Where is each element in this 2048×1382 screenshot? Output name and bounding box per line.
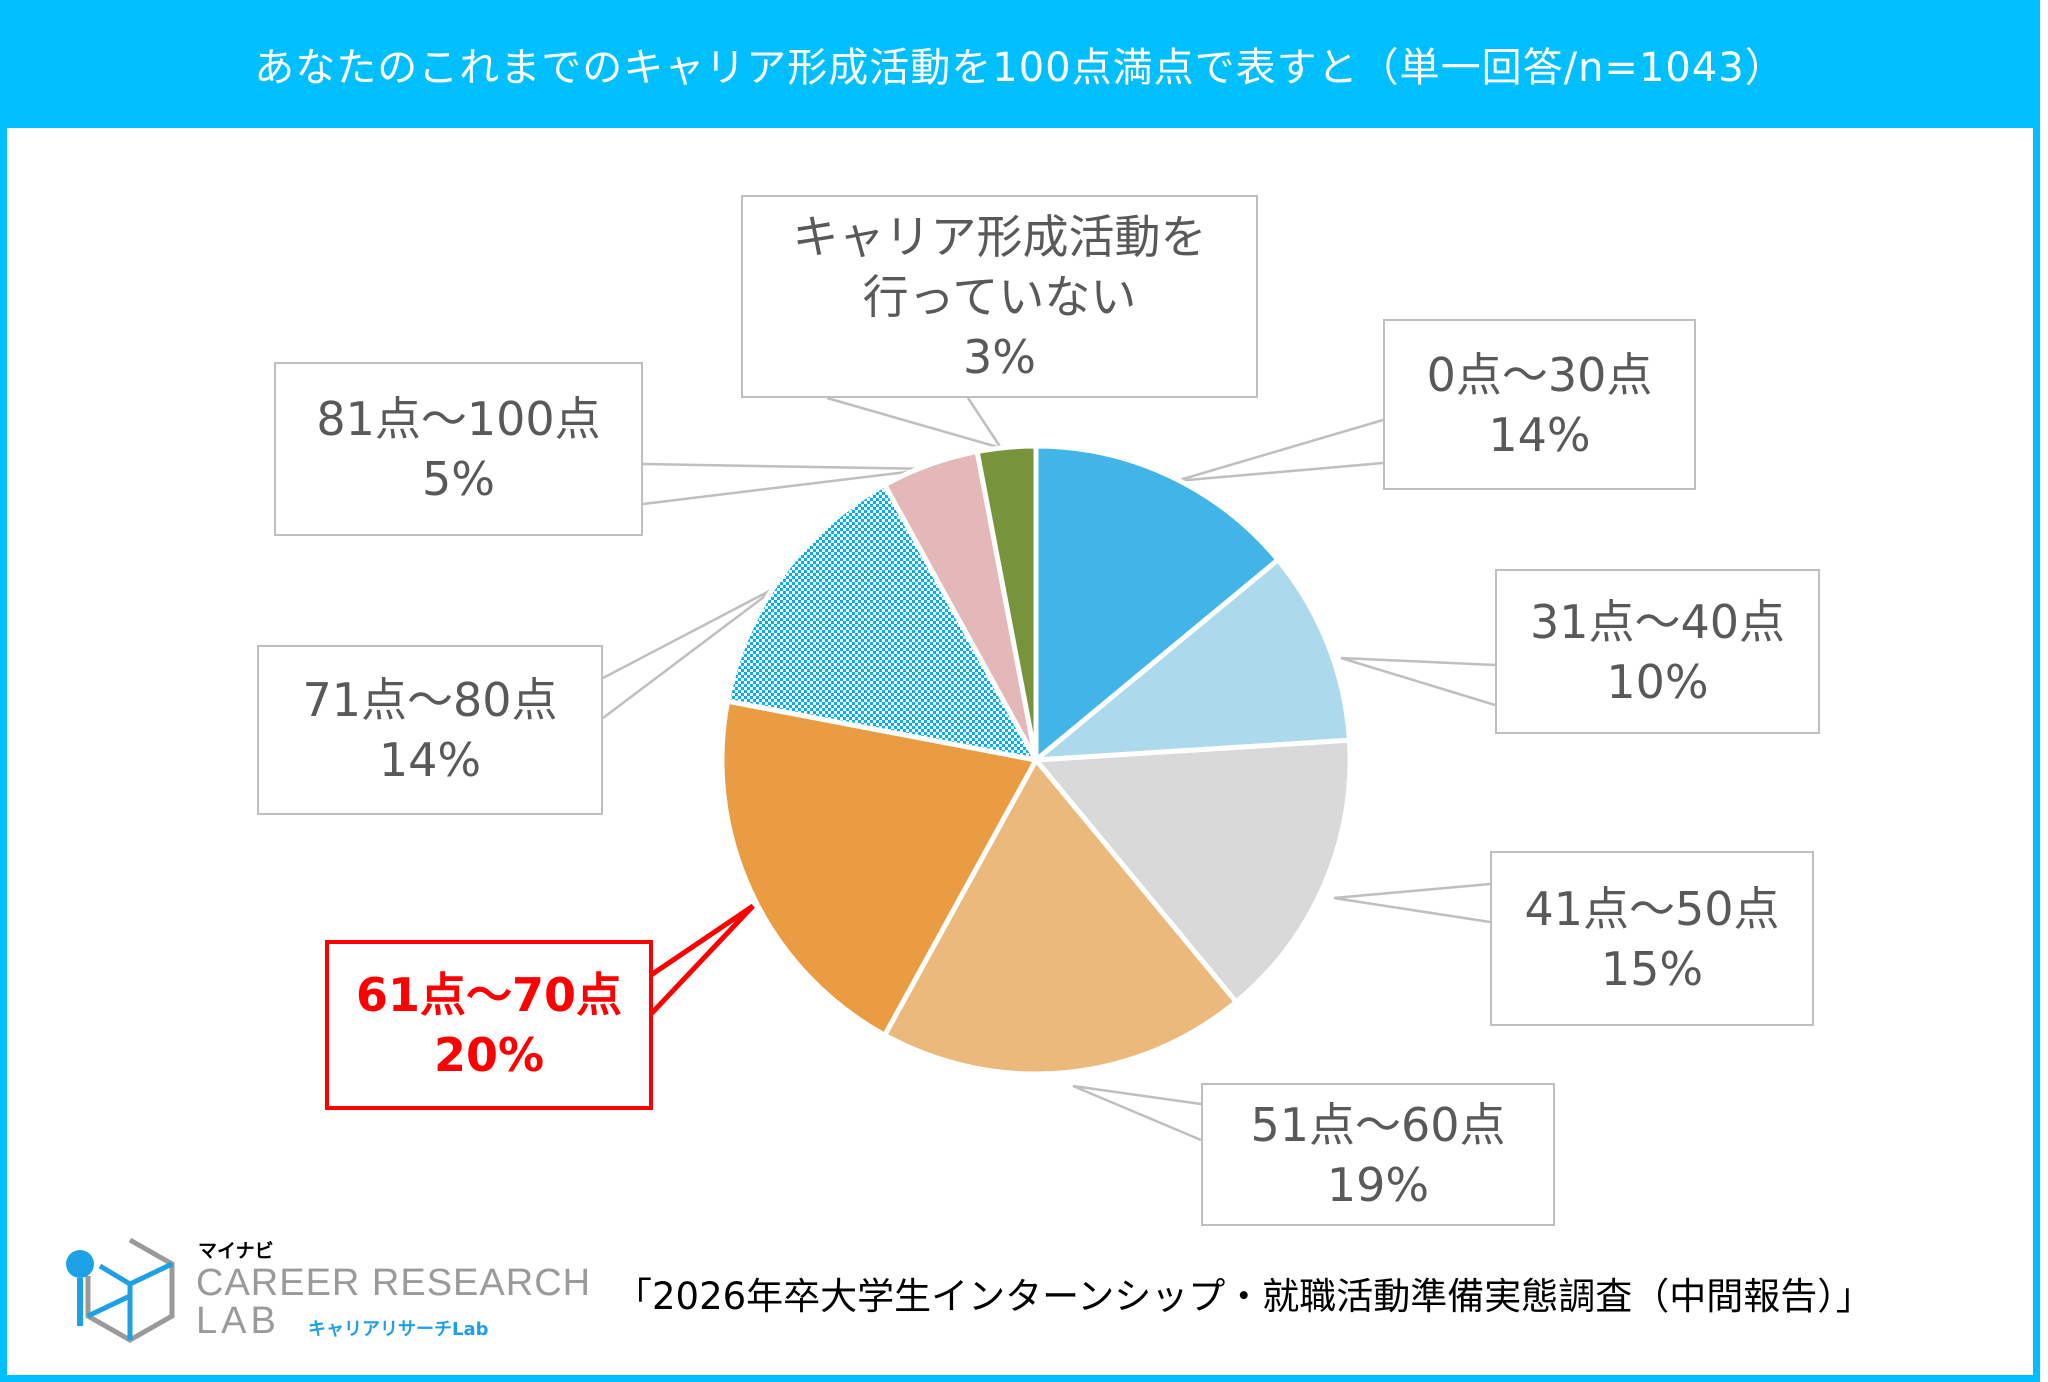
- title-bar: あなたのこれまでのキャリア形成活動を100点満点で表すと（単一回答/n=1043…: [0, 0, 2040, 128]
- source-caption: 「2026年卒大学生インターンシップ・就職活動準備実態調査（中間報告）」: [615, 1275, 1873, 1318]
- label-value: 15%: [1600, 941, 1704, 996]
- logo-brand: マイナビ: [198, 1240, 274, 1262]
- data-label-71-80: 71点～80点 14%: [257, 645, 603, 815]
- logo-sub-text: キャリアリサーチLab: [308, 1319, 489, 1340]
- pie-slice-3: [882, 757, 1239, 1077]
- data-label-61-70: 61点～70点 20%: [325, 940, 653, 1110]
- label-text: 41点～50点: [1524, 881, 1780, 936]
- leader-line-61-70: [649, 903, 755, 1016]
- data-label-none: キャリア形成活動を 行っていない 3%: [741, 195, 1258, 398]
- data-label-41-50: 41点～50点 15%: [1490, 851, 1814, 1026]
- logo-main-text: CAREER RESEARCH: [196, 1262, 592, 1304]
- label-value: 14%: [1488, 407, 1591, 462]
- data-label-0-30: 0点～30点 14%: [1383, 319, 1696, 490]
- leader-line-0-30: [1175, 418, 1384, 483]
- leader-line-41-50: [1333, 882, 1491, 924]
- pie-slice-1: [1033, 557, 1352, 763]
- data-label-81-100: 81点～100点 5%: [274, 362, 643, 536]
- label-value: 10%: [1606, 654, 1709, 709]
- pie-slice-0: [1033, 443, 1281, 763]
- pie-slice-7: [974, 443, 1039, 763]
- label-text: キャリア形成活動を: [792, 209, 1207, 264]
- data-label-51-60: 51点～60点 19%: [1201, 1083, 1555, 1226]
- data-label-31-40: 31点～40点 10%: [1495, 569, 1820, 734]
- pie-slice-4: [719, 698, 1039, 1038]
- pie-slice-5: [725, 482, 1039, 763]
- label-text: 31点～40点: [1529, 594, 1786, 649]
- leader-line-51-60: [1072, 1084, 1202, 1142]
- chart-title: あなたのこれまでのキャリア形成活動を100点満点で表すと（単一回答/n=1043…: [254, 45, 1786, 91]
- label-value: 20%: [433, 1028, 545, 1082]
- label-value: 14%: [378, 733, 482, 787]
- label-text: 行っていない: [862, 269, 1137, 324]
- pie-slice-2: [1033, 737, 1353, 1005]
- career-research-lab-logo-icon: [66, 1237, 175, 1343]
- label-text: 0点～30点: [1426, 347, 1653, 402]
- leader-line-31-40: [1340, 656, 1496, 707]
- label-value: 5%: [422, 452, 495, 506]
- label-text: 71点～80点: [302, 673, 558, 727]
- logo-lab-text: LAB: [196, 1300, 280, 1342]
- label-value: 19%: [1326, 1157, 1430, 1212]
- label-text: 61点～70点: [355, 968, 623, 1022]
- label-value: 3%: [963, 329, 1036, 384]
- leader-line-none: [826, 396, 1004, 451]
- label-text: 81点～100点: [316, 392, 601, 446]
- label-text: 51点～60点: [1250, 1097, 1506, 1152]
